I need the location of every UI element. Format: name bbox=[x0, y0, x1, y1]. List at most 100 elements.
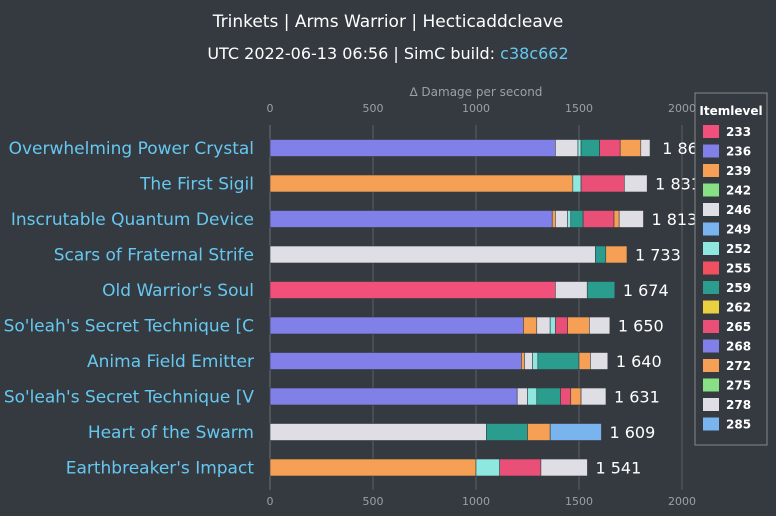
bar-segment bbox=[588, 316, 611, 335]
bar-segment bbox=[605, 245, 628, 264]
bar-segment bbox=[618, 210, 644, 228]
legend-title: Itemlevel bbox=[699, 104, 762, 118]
value-label: 1 831 bbox=[655, 175, 701, 194]
bar-segment bbox=[590, 352, 609, 370]
legend-label: 233 bbox=[726, 125, 751, 139]
legend-label: 285 bbox=[726, 418, 751, 432]
value-label: 1 609 bbox=[609, 423, 655, 442]
bar-segment bbox=[499, 458, 542, 477]
bar-segment bbox=[549, 423, 602, 441]
bar-segment bbox=[475, 458, 500, 477]
bar-segment bbox=[555, 210, 568, 228]
legend-label: 239 bbox=[726, 164, 751, 178]
x-tick-label-top: 500 bbox=[363, 102, 384, 115]
category-label: Heart of the Swarm bbox=[88, 423, 254, 443]
bar-segment bbox=[540, 458, 588, 477]
bar-segment bbox=[527, 423, 551, 441]
bar-segment bbox=[485, 423, 528, 441]
bar-segment bbox=[269, 174, 574, 193]
value-label: 1 631 bbox=[614, 388, 660, 407]
bar-segment bbox=[624, 174, 648, 193]
legend-label: 249 bbox=[726, 223, 751, 237]
bar-segment bbox=[269, 316, 524, 335]
bar-segment bbox=[582, 210, 615, 228]
bar-segment bbox=[269, 139, 556, 157]
subtitle-text: UTC 2022-06-13 06:56 | SimC build: bbox=[207, 44, 500, 63]
legend-swatch bbox=[703, 164, 719, 177]
bar-segment bbox=[269, 423, 487, 441]
legend: Itemlevel 233 236 239 242 246 249 252 255 259 262… bbox=[694, 92, 768, 446]
bar-segment bbox=[555, 281, 588, 299]
bar-segment bbox=[580, 387, 607, 406]
bar-segment bbox=[572, 174, 582, 193]
bar-segment bbox=[527, 387, 538, 406]
bar-segment bbox=[536, 316, 551, 335]
legend-label: 278 bbox=[726, 398, 751, 412]
legend-label: 265 bbox=[726, 320, 751, 334]
category-label: Old Warrior's Soul bbox=[102, 281, 254, 301]
legend-swatch bbox=[703, 281, 719, 294]
category-label: Earthbreaker's Impact bbox=[66, 459, 255, 479]
legend-swatch bbox=[703, 261, 719, 275]
bar-segment bbox=[532, 352, 539, 370]
value-label: 1 813 bbox=[651, 210, 697, 229]
bar-segment bbox=[578, 352, 591, 370]
legend-label: 275 bbox=[726, 379, 751, 393]
legend-label: 246 bbox=[726, 203, 751, 217]
category-label: So'leah's Secret Technique [C bbox=[4, 317, 254, 337]
bar-segment bbox=[269, 281, 556, 299]
legend-swatch bbox=[703, 300, 719, 314]
legend-label: 242 bbox=[726, 184, 751, 198]
value-label: 1 733 bbox=[635, 246, 681, 265]
bar-segment bbox=[599, 139, 621, 157]
category-labels: Overwhelming Power Crystal The First Sigi… bbox=[4, 139, 255, 479]
bar-segment bbox=[555, 139, 579, 157]
legend-swatch bbox=[703, 222, 719, 236]
bar-segment bbox=[521, 352, 525, 370]
bar-segment bbox=[537, 352, 580, 370]
bar-segment bbox=[580, 139, 600, 157]
legend-label: 236 bbox=[726, 145, 751, 159]
bar-segment bbox=[577, 139, 582, 157]
bar-segment bbox=[619, 139, 642, 157]
bar-segment bbox=[613, 210, 620, 228]
chart-title: Trinkets | Arms Warrior | Hecticaddcleav… bbox=[212, 12, 564, 32]
legend-swatch bbox=[703, 242, 719, 255]
x-tick-label-bottom: 1000 bbox=[462, 495, 490, 508]
legend-label: 268 bbox=[726, 340, 751, 354]
chart-subtitle: UTC 2022-06-13 06:56 | SimC build: c38c6… bbox=[207, 44, 568, 63]
legend-swatch bbox=[703, 417, 719, 431]
x-tick-label-top: 1500 bbox=[565, 102, 593, 115]
bar-segment bbox=[536, 387, 561, 406]
x-tick-label-bottom: 0 bbox=[267, 495, 274, 508]
x-tick-label-top: 2000 bbox=[668, 102, 696, 115]
value-label: 1 650 bbox=[618, 317, 664, 336]
simc-build-link[interactable]: c38c662 bbox=[500, 44, 569, 63]
bar-segment bbox=[560, 387, 572, 406]
value-label: 1 640 bbox=[616, 352, 662, 371]
x-tick-label-bottom: 1500 bbox=[565, 495, 593, 508]
legend-items: 233 236 239 242 246 249 252 255 259 262 265 268 272 2… bbox=[703, 125, 751, 432]
legend-swatch bbox=[703, 183, 719, 197]
legend-swatch bbox=[703, 339, 719, 353]
bar-segment bbox=[555, 316, 568, 335]
x-tick-label-bottom: 2000 bbox=[668, 495, 696, 508]
bar-segment bbox=[567, 316, 590, 335]
category-label: The First Sigil bbox=[139, 175, 254, 195]
legend-swatch bbox=[703, 203, 719, 216]
category-label: Overwhelming Power Crystal bbox=[9, 139, 254, 159]
bar-segment bbox=[524, 352, 533, 370]
bars bbox=[269, 139, 651, 477]
bar-segment bbox=[580, 174, 625, 193]
bar-segment bbox=[586, 281, 616, 299]
legend-swatch bbox=[703, 398, 719, 411]
bar-segment bbox=[570, 210, 584, 228]
bar-segment bbox=[516, 387, 528, 406]
legend-label: 252 bbox=[726, 242, 751, 256]
bar-segment bbox=[595, 245, 607, 264]
bar-segment bbox=[269, 245, 596, 264]
bar-segment bbox=[549, 316, 556, 335]
bar-segment bbox=[640, 139, 651, 157]
legend-swatch bbox=[703, 378, 719, 392]
